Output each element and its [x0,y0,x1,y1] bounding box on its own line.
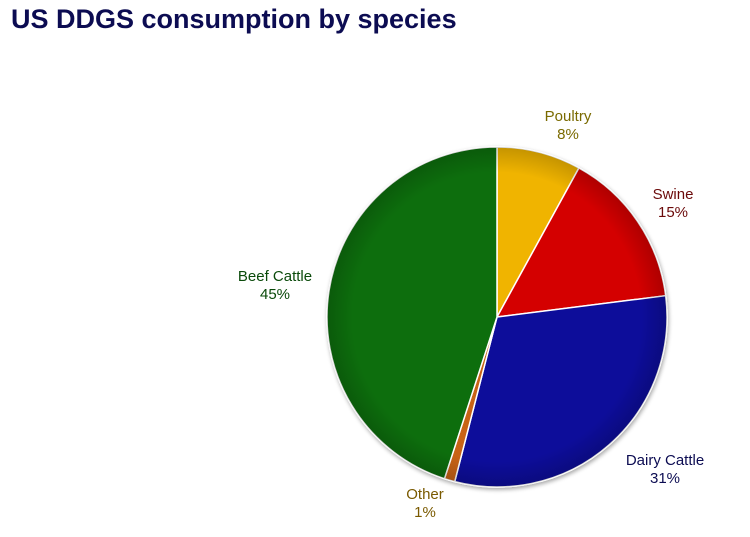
label-beef-cattle-pct: 45% [259,286,291,303]
chart-title: US DDGS consumption by species [11,4,457,34]
label-other: Other 1% [390,486,460,522]
label-beef-cattle: Beef Cattle 45% [220,268,330,304]
label-poultry: Poultry 8% [528,108,608,144]
label-poultry-pct: 8% [557,126,579,143]
label-poultry-name: Poultry [544,108,592,125]
label-other-name: Other [406,486,444,503]
label-swine: Swine 15% [633,186,713,222]
label-swine-name: Swine [652,186,694,203]
label-swine-pct: 15% [657,204,689,221]
label-other-pct: 1% [414,504,436,521]
label-dairy-cattle: Dairy Cattle 31% [600,452,730,488]
label-dairy-cattle-pct: 31% [649,470,681,487]
label-beef-cattle-name: Beef Cattle [237,268,313,285]
label-dairy-cattle-name: Dairy Cattle [625,452,705,469]
